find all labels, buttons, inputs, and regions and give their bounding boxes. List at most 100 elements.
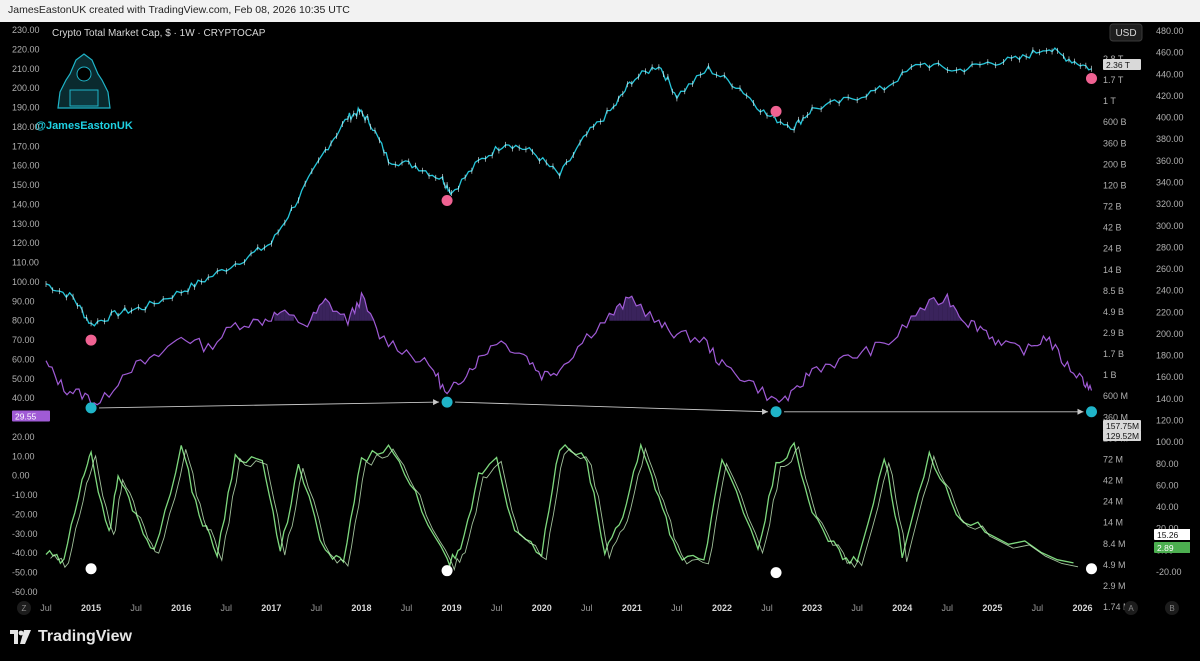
- time-axis-label: 2026: [1072, 603, 1092, 613]
- log-axis-tick: 24 B: [1103, 244, 1122, 254]
- log-axis-tick: 1 B: [1103, 370, 1117, 380]
- right-axis-tick: 400.00: [1156, 113, 1184, 123]
- time-axis-label: 2016: [171, 603, 191, 613]
- tradingview-logo-icon: [10, 630, 31, 644]
- tradingview-brand[interactable]: TradingView: [10, 628, 132, 646]
- time-axis-label: Jul: [220, 603, 232, 613]
- log-scale-button[interactable]: B: [1165, 601, 1179, 615]
- price-low-marker: [85, 334, 97, 346]
- rsi-overbought-fill: [340, 314, 345, 321]
- right-axis-tick: 80.00: [1156, 459, 1179, 469]
- log-axis-tick: 1.7 T: [1103, 75, 1124, 85]
- log-axis-tick: 360 B: [1103, 138, 1127, 148]
- left-axis-tick: 220.00: [12, 44, 40, 54]
- left-axis-tick: 120.00: [12, 238, 40, 248]
- right-axis-tick: 100.00: [1156, 437, 1184, 447]
- stoch-low-marker: [770, 567, 782, 579]
- rsi-axis-badge-bg: [1103, 420, 1141, 431]
- rsi-overbought-fill: [924, 299, 930, 321]
- right-axis-tick: 180.00: [1156, 351, 1184, 361]
- stoch-k-badge: 15.26: [1157, 530, 1179, 540]
- left-axis-tick: -60.00: [12, 587, 38, 597]
- left-axis-tick: 100.00: [12, 277, 40, 287]
- right-axis-tick: 320.00: [1156, 199, 1184, 209]
- time-axis-label: Jul: [401, 603, 413, 613]
- right-axis-tick: 20.00: [1156, 524, 1179, 534]
- rsi-overbought-fill: [325, 298, 330, 321]
- right-axis-tick: 120.00: [1156, 416, 1184, 426]
- rsi-overbought-fill: [645, 311, 650, 321]
- rsi-series-line: [45, 291, 1093, 406]
- log-axis-tick: 120 B: [1103, 180, 1127, 190]
- time-axis[interactable]: Jul 2015 Jul 2016 Jul 2017 Jul 2018 Jul 2019 Jul 20…: [40, 603, 1092, 613]
- right-axis-tick: 300.00: [1156, 221, 1184, 231]
- right-axis-tick: 160.00: [1156, 372, 1184, 382]
- rsi-value-badge: 29.55: [15, 411, 37, 421]
- hood-face-icon: [76, 66, 92, 82]
- rsi-overbought-fill: [911, 315, 916, 321]
- divergence-arrow: [99, 401, 440, 409]
- time-axis-label: Jul: [851, 603, 863, 613]
- time-axis-label: 2018: [351, 603, 371, 613]
- time-axis-label: 2022: [712, 603, 732, 613]
- divergence-arrow: [455, 401, 769, 413]
- log-axis-tick: 8.5 B: [1103, 286, 1124, 296]
- right-axis-tick: 260.00: [1156, 264, 1184, 274]
- rsi-low-marker: [1085, 406, 1097, 418]
- svg-text:B: B: [1169, 604, 1174, 613]
- rsi-axis-badge: 129.52M: [1106, 431, 1139, 441]
- time-axis-label: Jul: [491, 603, 503, 613]
- auto-scale-button[interactable]: A: [1124, 601, 1138, 615]
- left-axis-tick: 150.00: [12, 180, 40, 190]
- rsi-overbought-fill: [616, 303, 620, 321]
- left-axis-tick: 40.00: [12, 393, 35, 403]
- left-axis-tick: 190.00: [12, 103, 40, 113]
- log-axis-tick: 14 M: [1103, 518, 1123, 528]
- log-axis-tick: 14 B: [1103, 265, 1122, 275]
- left-axis-tick: 90.00: [12, 296, 35, 306]
- arrow-head-icon: [433, 399, 440, 406]
- time-axis-label: Jul: [40, 603, 52, 613]
- left-axis-tick: -20.00: [12, 509, 38, 519]
- left-price-axis[interactable]: 230.00 220.00 210.00 200.00 190.00 180.00 170.…: [12, 25, 40, 597]
- left-axis-tick: -50.00: [12, 568, 38, 578]
- rsi-overbought-fill: [329, 302, 333, 321]
- time-axis-label: Jul: [761, 603, 773, 613]
- time-axis-label: 2019: [442, 603, 462, 613]
- time-axis-label: 2025: [982, 603, 1002, 613]
- stoch-k-line: [45, 441, 1074, 568]
- chart-svg[interactable]: Crypto Total Market Cap, $ · 1W · CRYPTO…: [10, 22, 1192, 618]
- rsi-overbought-fill: [625, 297, 629, 321]
- attribution-bar: JamesEastonUK created with TradingView.c…: [0, 0, 1200, 22]
- time-axis-label: 2015: [81, 603, 101, 613]
- left-axis-tick: 20.00: [12, 432, 35, 442]
- log-axis-tick: 2.9 B: [1103, 328, 1124, 338]
- attribution-text: JamesEastonUK created with TradingView.c…: [8, 4, 350, 16]
- tradingview-wordmark: TradingView: [38, 628, 132, 645]
- rsi-overbought-fill: [364, 298, 368, 321]
- rsi-low-marker: [441, 396, 453, 408]
- chart-area[interactable]: Crypto Total Market Cap, $ · 1W · CRYPTO…: [10, 22, 1192, 618]
- rsi-overbought-fill: [622, 297, 626, 321]
- rsi-value-badge-bg: [12, 410, 50, 422]
- plot-area[interactable]: [45, 47, 1093, 572]
- author-logo: @JamesEastonUK: [35, 53, 133, 132]
- time-axis-label: Jul: [942, 603, 954, 613]
- currency-button[interactable]: USD: [1109, 23, 1143, 42]
- price-value-badge: 2.36 T: [1106, 60, 1130, 70]
- right-axis-tick: 420.00: [1156, 91, 1184, 101]
- right-axis-tick: 340.00: [1156, 177, 1184, 187]
- svg-text:Z: Z: [22, 604, 27, 613]
- log-axis-tick: 600 M: [1103, 391, 1128, 401]
- left-axis-tick: 180.00: [12, 122, 40, 132]
- time-axis-label: Jul: [311, 603, 323, 613]
- price-value-badge-bg: [1103, 59, 1141, 70]
- price-low-marker: [1085, 72, 1097, 84]
- time-axis-label: Jul: [671, 603, 683, 613]
- right-axis-tick: 480.00: [1156, 26, 1184, 36]
- left-axis-tick: 130.00: [12, 219, 40, 229]
- zoom-reset-button[interactable]: Z: [17, 601, 31, 615]
- right-price-axis[interactable]: 480.00 460.00 440.00 420.00 400.00 380.00 360.…: [1156, 26, 1184, 577]
- log-axis-tick: 1 T: [1103, 96, 1116, 106]
